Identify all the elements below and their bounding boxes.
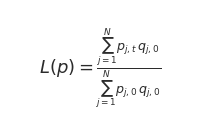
Text: $L(p) = \frac{\sum_{j=1}^{N} p_{j,t}\, q_{j,0}}{\sum_{j=1}^{N} p_{j,0}\, q_{j,0}: $L(p) = \frac{\sum_{j=1}^{N} p_{j,t}\, q… — [39, 27, 161, 111]
